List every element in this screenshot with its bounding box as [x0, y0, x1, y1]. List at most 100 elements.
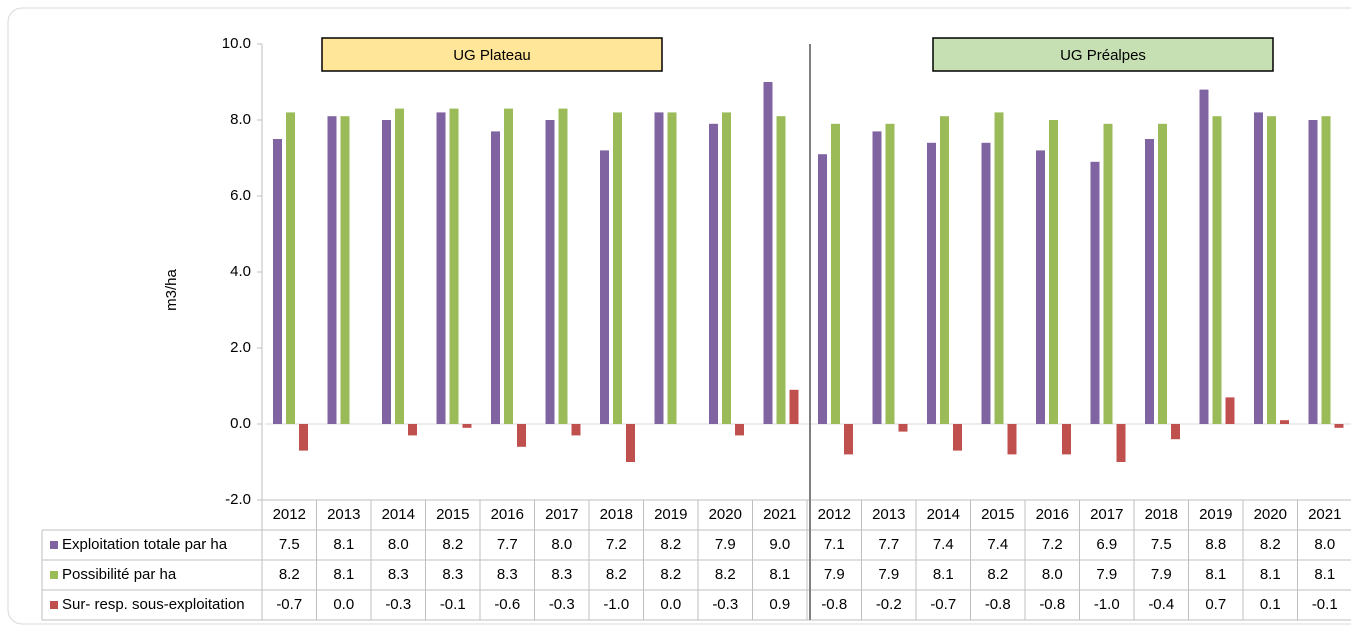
x-tick-label: 2012: [818, 506, 851, 523]
bar: [1171, 424, 1180, 440]
y-tick-label: 4.0: [230, 263, 251, 280]
x-tick-label: 2016: [1036, 506, 1069, 523]
table-value: 7.5: [279, 536, 300, 553]
table-value: 8.3: [497, 566, 518, 583]
bar: [831, 123, 840, 425]
table-value: 8.2: [442, 536, 463, 553]
x-tick-label: 2021: [1308, 506, 1341, 523]
legend-label: Possibilité par ha: [62, 566, 177, 583]
bar: [273, 139, 282, 424]
bar: [1280, 420, 1289, 424]
y-tick-label: 6.0: [230, 187, 251, 204]
table-value: 8.1: [1205, 566, 1226, 583]
bar: [327, 116, 337, 424]
bar: [844, 424, 853, 455]
table-value: 0.7: [1205, 596, 1226, 613]
table-value: 8.3: [442, 566, 463, 583]
table-value: -0.3: [385, 596, 411, 613]
bar: [1267, 116, 1276, 424]
bar: [1254, 112, 1263, 425]
table-value: -1.0: [603, 596, 629, 613]
table-value: 6.9: [1096, 536, 1117, 553]
bar: [449, 108, 459, 424]
bar: [654, 112, 664, 425]
table-value: 8.3: [551, 566, 572, 583]
table-value: 8.2: [279, 566, 300, 583]
table-value: 8.2: [987, 566, 1008, 583]
table-value: 8.2: [660, 566, 681, 583]
table-value: -0.8: [985, 596, 1011, 613]
bar: [776, 116, 786, 424]
bar: [613, 112, 622, 425]
table-value: 8.2: [606, 566, 627, 583]
bar: [571, 424, 581, 436]
table-value: 8.1: [333, 536, 354, 553]
group-label: UG Préalpes: [1060, 47, 1146, 64]
x-tick-label: 2016: [491, 506, 524, 523]
bar: [872, 131, 882, 424]
table-value: -0.8: [821, 596, 847, 613]
table-value: -0.1: [440, 596, 466, 613]
bar: [953, 424, 962, 451]
table-value: 7.1: [824, 536, 845, 553]
bar: [1103, 123, 1113, 425]
table-value: -0.2: [876, 596, 902, 613]
x-tick-label: 2014: [382, 506, 415, 523]
bar: [709, 123, 718, 425]
bar: [789, 389, 799, 424]
table-value: -1.0: [1094, 596, 1120, 613]
x-tick-label: 2021: [763, 506, 796, 523]
table-value: 9.0: [769, 536, 790, 553]
bar: [981, 142, 991, 425]
bar: [1036, 150, 1045, 424]
bar: [436, 112, 446, 425]
bar: [1090, 161, 1100, 425]
bar: [1007, 424, 1017, 455]
bar: [927, 142, 936, 425]
bar: [558, 108, 568, 424]
table-value: 8.1: [769, 566, 790, 583]
table-value: 7.9: [878, 566, 899, 583]
bar: [1225, 397, 1235, 424]
legend-label: Exploitation totale par ha: [62, 536, 228, 553]
table-value: 8.1: [1260, 566, 1281, 583]
bar: [286, 112, 295, 425]
bar: [299, 424, 308, 451]
bar: [667, 112, 677, 425]
table-value: 8.2: [715, 566, 736, 583]
legend-label: Sur- resp. sous-exploitation: [62, 596, 245, 613]
table-value: 7.9: [715, 536, 736, 553]
bar: [395, 108, 404, 424]
table-value: -0.8: [1039, 596, 1065, 613]
table-value: -0.4: [1148, 596, 1174, 613]
table-value: 7.7: [878, 536, 899, 553]
bar: [763, 82, 773, 424]
table-value: 8.3: [388, 566, 409, 583]
x-tick-label: 2013: [872, 506, 905, 523]
y-tick-label: 0.0: [230, 415, 251, 432]
bar: [1308, 120, 1318, 424]
table-value: 0.1: [1260, 596, 1281, 613]
x-tick-label: 2019: [1199, 506, 1232, 523]
bar: [1199, 89, 1209, 424]
table-value: -0.7: [276, 596, 302, 613]
x-tick-label: 2019: [654, 506, 687, 523]
x-tick-label: 2020: [1254, 506, 1287, 523]
table-value: 8.1: [333, 566, 354, 583]
table-value: -0.3: [712, 596, 738, 613]
x-tick-label: 2020: [709, 506, 742, 523]
table-value: 7.9: [1151, 566, 1172, 583]
table-value: -0.1: [1312, 596, 1338, 613]
table-value: 8.0: [1314, 536, 1335, 553]
table-value: 0.0: [333, 596, 354, 613]
table-value: 8.0: [551, 536, 572, 553]
chart-border: [7, 7, 1351, 625]
bar: [735, 424, 744, 436]
bar: [1334, 424, 1344, 428]
bar: [408, 424, 417, 436]
bar: [1116, 424, 1126, 462]
bar: [517, 424, 526, 447]
bar: [545, 120, 555, 424]
table-value: 8.1: [1314, 566, 1335, 583]
table-value: 7.2: [606, 536, 627, 553]
